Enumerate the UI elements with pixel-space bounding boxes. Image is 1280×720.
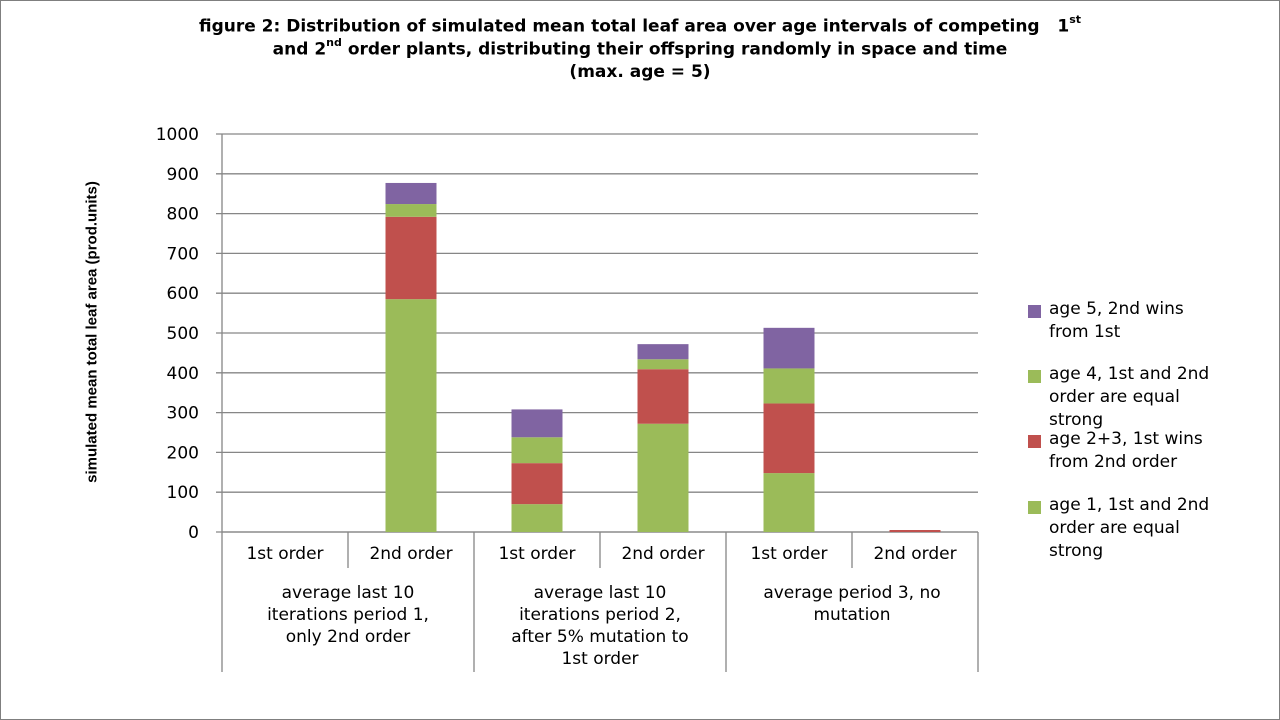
bar-segment-1 <box>763 473 815 532</box>
legend-label: age 4, 1st and 2nd order are equal strong <box>1049 363 1269 432</box>
chart-title-line-3: (max. age = 5) <box>0 62 1280 82</box>
title-text-2b: order plants, distributing their offspri… <box>347 39 1008 60</box>
y-tick-label: 700 <box>167 244 199 264</box>
legend-label-line: order are equal <box>1049 387 1180 407</box>
x-category-label: 1st order <box>750 544 828 564</box>
x-category-label: 2nd order <box>873 544 957 564</box>
x-group-label-line: average last 10 <box>533 583 667 603</box>
y-tick-label: 600 <box>167 284 199 304</box>
legend-label-line: order are equal <box>1049 518 1180 538</box>
x-group-label-line: average last 10 <box>281 583 415 603</box>
bar-segment-1 <box>511 504 563 532</box>
legend-swatch <box>1028 370 1041 383</box>
y-tick-label: 400 <box>167 364 199 384</box>
legend-label-line: age 2+3, 1st wins <box>1049 429 1203 449</box>
y-tick-label: 500 <box>167 324 199 344</box>
legend-label: age 2+3, 1st wins from 2nd order <box>1049 428 1269 474</box>
y-tick-label: 100 <box>167 483 199 503</box>
bar-segment-2 <box>889 530 941 532</box>
legend-label-line: from 1st <box>1049 322 1121 342</box>
x-group-label-line: iterations period 1, <box>267 605 429 625</box>
bar-segment-4 <box>637 344 689 360</box>
bar-segment-3 <box>511 437 563 464</box>
legend-swatch <box>1028 435 1041 448</box>
y-tick-label: 0 <box>188 523 199 543</box>
title-text-3: (max. age = 5) <box>569 62 711 82</box>
y-tick-label: 200 <box>167 443 199 463</box>
bar-segment-4 <box>385 182 437 205</box>
bar-segment-3 <box>385 204 437 217</box>
x-category-label: 1st order <box>246 544 324 564</box>
bar-segment-4 <box>763 327 815 369</box>
bar-segment-2 <box>763 403 815 474</box>
bar-segment-2 <box>637 369 689 424</box>
x-group-label: average last 10 iterations period 1, only … <box>226 582 470 648</box>
bar-segment-3 <box>763 368 815 404</box>
title-text-1: figure 2: Distribution of simulated mean… <box>198 16 1040 37</box>
legend-label: age 5, 2nd wins from 1st <box>1049 298 1269 344</box>
legend-label-line: strong <box>1049 541 1104 561</box>
title-num: 1 <box>1057 16 1070 37</box>
bar-segment-2 <box>385 216 437 300</box>
legend-swatch <box>1028 501 1041 514</box>
x-group-label-line: 1st order <box>561 649 639 669</box>
bar-segment-1 <box>637 423 689 532</box>
x-group-label-line: only 2nd order <box>285 627 411 647</box>
legend-label-line: age 1, 1st and 2nd <box>1049 495 1210 515</box>
legend-label-line: age 5, 2nd wins <box>1049 299 1184 319</box>
x-group-label-line: after 5% mutation to <box>511 627 689 647</box>
x-category-label: 2nd order <box>369 544 453 564</box>
legend-label-line: age 4, 1st and 2nd <box>1049 364 1210 384</box>
title-text-2a: and 2 <box>272 39 327 60</box>
x-category-label: 2nd order <box>621 544 705 564</box>
bar-segment-4 <box>511 409 563 438</box>
bar-segment-2 <box>511 463 563 505</box>
y-tick-label: 300 <box>167 404 199 424</box>
x-category-label: 1st order <box>498 544 576 564</box>
legend-label-line: strong <box>1049 410 1104 430</box>
x-group-label-line: iterations period 2, <box>519 605 681 625</box>
y-tick-label: 900 <box>167 165 199 185</box>
y-tick-label: 800 <box>167 205 199 225</box>
title-sup-2: nd <box>326 36 342 49</box>
x-group-label: average last 10 iterations period 2, after… <box>478 582 722 670</box>
bar-segment-1 <box>385 299 437 532</box>
legend-label: age 1, 1st and 2nd order are equal strong <box>1049 494 1269 563</box>
chart-title-line-1: figure 2: Distribution of simulated mean… <box>0 13 1280 37</box>
x-group-label-line: average period 3, no <box>763 583 941 603</box>
legend-swatch <box>1028 305 1041 318</box>
chart-title-line-2: and 2nd order plants, distributing their… <box>0 36 1280 60</box>
y-tick-label: 1000 <box>156 125 199 145</box>
x-group-label-line: mutation <box>813 605 891 625</box>
bar-segment-3 <box>637 359 689 370</box>
legend-label-line: from 2nd order <box>1049 452 1178 472</box>
x-group-label: average period 3, no mutation <box>730 582 974 626</box>
title-sup-1: st <box>1069 13 1082 26</box>
